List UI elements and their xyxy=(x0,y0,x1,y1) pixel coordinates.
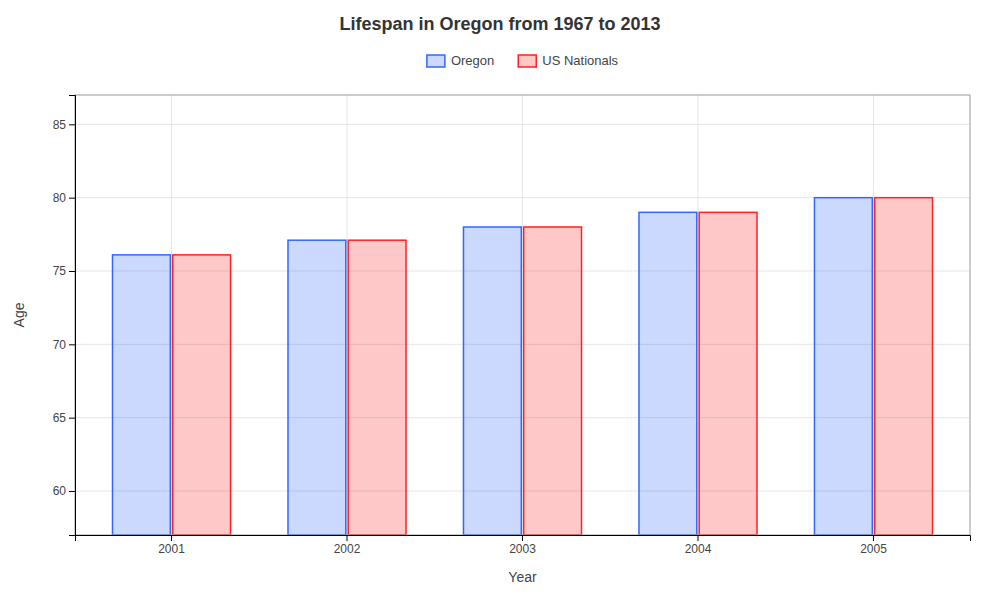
x-tick-label: 2001 xyxy=(158,542,185,556)
bar xyxy=(463,227,521,535)
y-tick: 80 xyxy=(53,191,75,205)
chart-title: Lifespan in Oregon from 1967 to 2013 xyxy=(339,14,660,34)
y-tick-mark xyxy=(69,344,75,345)
y-axis-title: Age xyxy=(11,302,27,327)
x-tick-mark xyxy=(697,535,698,541)
grid-line-x xyxy=(873,95,874,535)
y-tick: 70 xyxy=(53,338,75,352)
x-tick-mark xyxy=(522,535,523,541)
grid-line-x xyxy=(522,95,523,535)
x-tick: 2003 xyxy=(509,535,536,556)
x-tick-label: 2005 xyxy=(860,542,887,556)
y-tick-mark xyxy=(69,418,75,419)
bars xyxy=(113,198,933,535)
y-tick-mark xyxy=(69,124,75,125)
y-tick: 85 xyxy=(53,118,75,132)
x-axis-line xyxy=(76,536,971,542)
grid xyxy=(75,95,970,535)
legend-label: US Nationals xyxy=(542,53,618,68)
legend: Oregon US Nationals xyxy=(427,53,619,68)
y-axis-line xyxy=(69,96,76,536)
chart-container: 2001 2002 2003 2004 2005 60 65 70 75 80 85 Year Age L… xyxy=(0,0,1000,600)
bar xyxy=(113,255,171,535)
legend-swatch xyxy=(518,55,536,67)
legend-item: Oregon xyxy=(427,53,494,68)
y-axis: 60 65 70 75 80 85 xyxy=(53,96,76,536)
x-tick-label: 2004 xyxy=(685,542,712,556)
grid-line-x xyxy=(697,95,698,535)
y-tick: 60 xyxy=(53,484,75,498)
bar xyxy=(639,212,697,535)
bar xyxy=(288,240,346,535)
x-tick-mark xyxy=(873,535,874,541)
x-tick: 2002 xyxy=(334,535,361,556)
bar xyxy=(699,212,757,535)
x-tick-mark xyxy=(171,535,172,541)
x-axis: 2001 2002 2003 2004 2005 xyxy=(76,535,971,556)
x-tick: 2004 xyxy=(685,535,712,556)
bar xyxy=(814,198,872,535)
x-tick: 2001 xyxy=(158,535,185,556)
y-tick-label: 80 xyxy=(53,191,67,205)
bar xyxy=(348,240,406,535)
chart-svg: 2001 2002 2003 2004 2005 60 65 70 75 80 85 Year Age L… xyxy=(0,0,1000,600)
bar xyxy=(173,255,231,535)
y-tick-mark xyxy=(69,271,75,272)
grid-line-x xyxy=(171,95,172,535)
y-tick-label: 70 xyxy=(53,338,67,352)
legend-label: Oregon xyxy=(451,53,494,68)
y-tick: 75 xyxy=(53,264,75,278)
grid-line-x xyxy=(347,95,348,535)
y-tick-label: 75 xyxy=(53,264,67,278)
y-tick-mark xyxy=(69,491,75,492)
legend-swatch xyxy=(427,55,445,67)
x-tick-mark xyxy=(347,535,348,541)
bar xyxy=(524,227,582,535)
bar-series xyxy=(113,198,873,535)
bar xyxy=(875,198,933,535)
plot-frame xyxy=(75,95,970,535)
y-tick-mark xyxy=(69,198,75,199)
y-tick: 65 xyxy=(53,411,75,425)
y-tick-label: 85 xyxy=(53,118,67,132)
y-tick-label: 60 xyxy=(53,484,67,498)
x-axis-title: Year xyxy=(508,569,537,585)
x-tick-label: 2003 xyxy=(509,542,536,556)
x-tick-label: 2002 xyxy=(334,542,361,556)
y-tick-label: 65 xyxy=(53,411,67,425)
plot-area: 2001 2002 2003 2004 2005 60 65 70 75 80 85 xyxy=(53,95,971,556)
bar-series xyxy=(173,198,933,535)
legend-item: US Nationals xyxy=(518,53,618,68)
x-tick: 2005 xyxy=(860,535,887,556)
